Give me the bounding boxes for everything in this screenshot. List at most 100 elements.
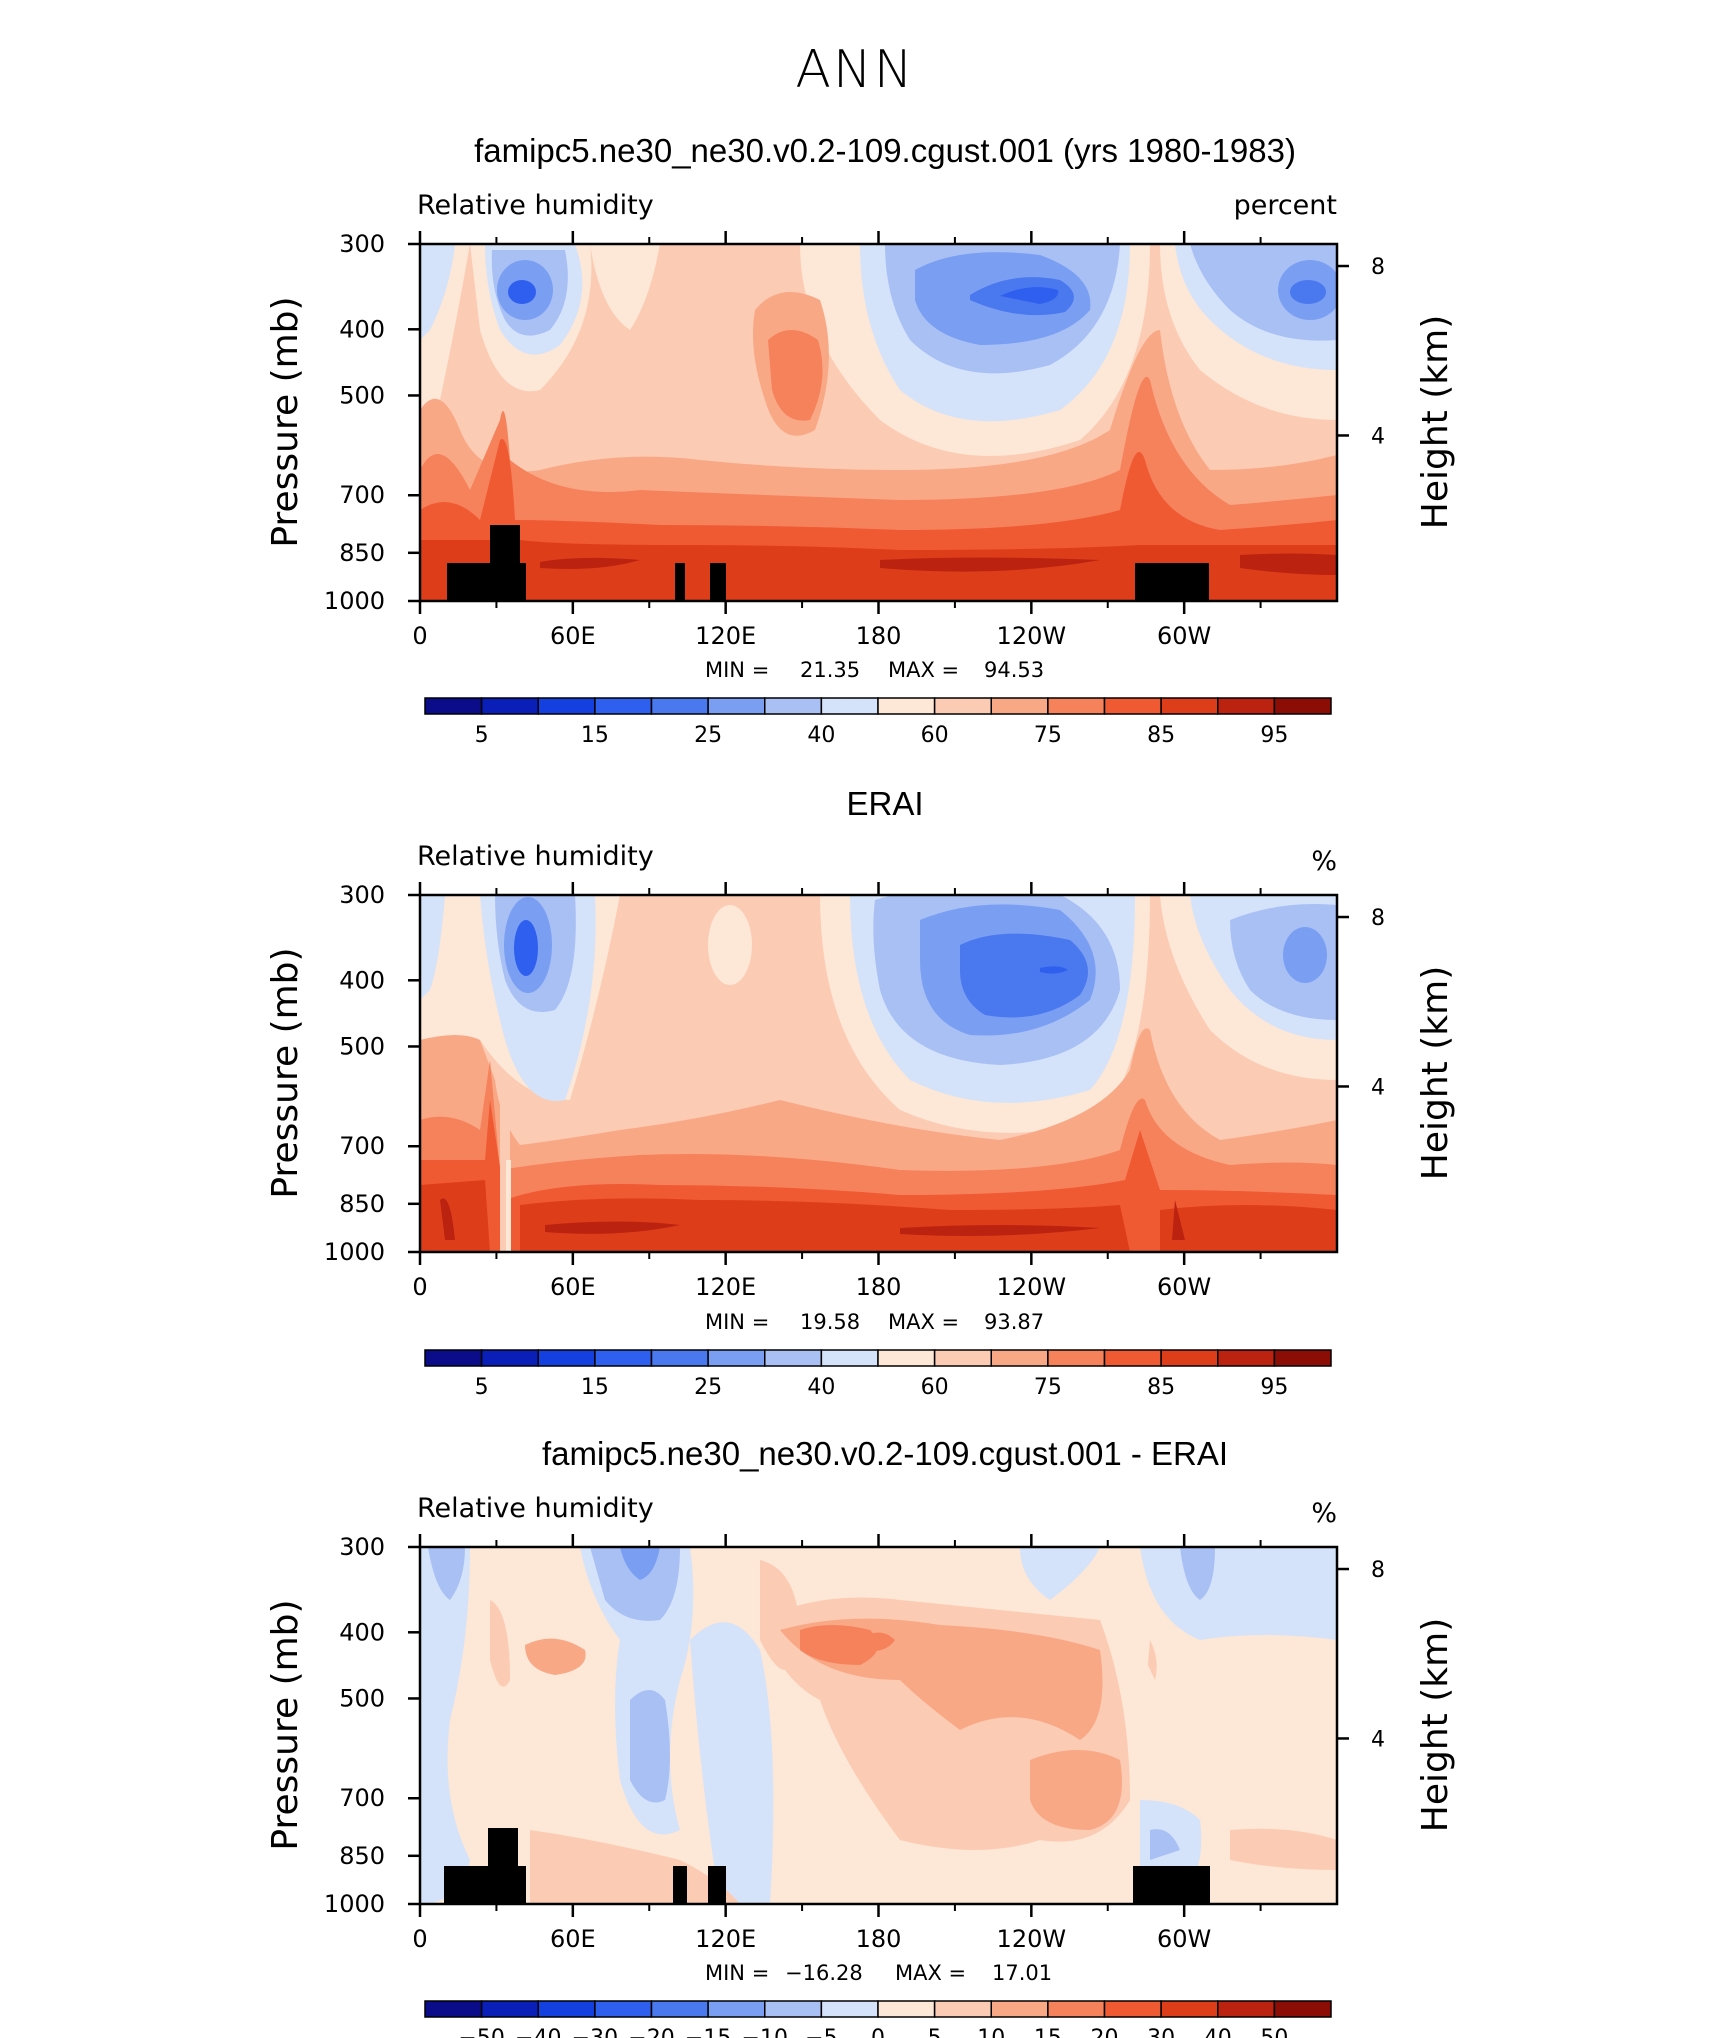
colorbar-box (424, 697, 483, 715)
panel-1-ylabel-right: Height (km) (1415, 315, 1456, 529)
colorbar-box (877, 2000, 936, 2018)
colorbar-box (764, 697, 823, 715)
panel-3-right-string: % (1311, 1498, 1337, 1529)
x-tick-label: 0 (412, 622, 427, 650)
colorbar-label: −5 (805, 2026, 837, 2038)
panel-1-contour (420, 244, 455, 340)
panel-3-contour (1148, 1640, 1157, 1680)
y-tick-label: 300 (339, 881, 385, 909)
colorbar-box (990, 2000, 1049, 2018)
panel-3-max-label: MAX = (895, 1961, 966, 1985)
x-tick-label: 120E (695, 1273, 756, 1301)
panel-1-min-label: MIN = (705, 658, 769, 682)
panel-3-contour (860, 1632, 895, 1652)
colorbar-label: 95 (1260, 723, 1288, 748)
panel-1-contour (590, 244, 660, 330)
y-tick-label: 500 (339, 381, 385, 409)
colorbar-box (480, 1349, 539, 1367)
panel-3-contour (620, 1547, 660, 1580)
colorbar-box (537, 697, 596, 715)
x-tick-label: 120W (997, 622, 1067, 650)
y-tick-label: 700 (339, 1132, 385, 1160)
panel-2-max-label: MAX = (888, 1310, 959, 1334)
colorbar-label: 5 (928, 2026, 942, 2038)
colorbar-box (594, 2000, 653, 2018)
colorbar-box (424, 2000, 483, 2018)
panel-3-contour (428, 1547, 465, 1600)
colorbar-box (933, 697, 992, 715)
y-tick-label: 500 (339, 1684, 385, 1712)
panel-3-contour (1030, 1750, 1122, 1830)
colorbar-label: 25 (694, 1375, 722, 1400)
y-tick-label: 400 (339, 315, 385, 343)
panel-1-min-value: 21.35 (800, 658, 860, 682)
colorbar-box (764, 1349, 823, 1367)
height-tick-label: 8 (1371, 1558, 1385, 1583)
colorbar-label: 60 (921, 1375, 949, 1400)
colorbar-label: −40 (515, 2026, 561, 2038)
colorbar-box (1047, 2000, 1106, 2018)
colorbar-label: 15 (581, 723, 609, 748)
panel-3: Relative humidity % (265, 1493, 1456, 2038)
colorbar-box (1273, 697, 1332, 715)
colorbar-box (1103, 1349, 1162, 1367)
colorbar-label: 60 (921, 723, 949, 748)
panel-1-max-label: MAX = (888, 658, 959, 682)
colorbar-box (877, 1349, 936, 1367)
panel-2-min-value: 19.58 (800, 1310, 860, 1334)
panel-3-contour (490, 1600, 510, 1687)
x-tick-label: 60E (550, 1273, 596, 1301)
x-tick-label: 180 (856, 1925, 902, 1953)
y-tick-label: 700 (339, 1784, 385, 1812)
panel-1-contour (768, 330, 823, 421)
colorbar-box (650, 1349, 709, 1367)
colorbar-box (933, 1349, 992, 1367)
colorbar-label: 40 (807, 1375, 835, 1400)
panel-3-contour (800, 1625, 878, 1665)
panel-2-contour (506, 1160, 511, 1252)
panel-2-contour (420, 895, 445, 1000)
colorbar-box (820, 2000, 879, 2018)
height-tick-label: 4 (1371, 424, 1385, 449)
panel-3-min-label: MIN = (705, 1961, 769, 1985)
x-tick-label: 0 (412, 1925, 427, 1953)
y-tick-label: 1000 (324, 587, 385, 615)
colorbar-box (1047, 1349, 1106, 1367)
panel-1-minmax: MIN = 21.35 MAX = 94.53 (705, 658, 1044, 682)
y-tick-label: 850 (339, 539, 385, 567)
y-tick-label: 300 (339, 1533, 385, 1561)
panel-2-contour (708, 905, 752, 985)
panel-2-contour (440, 1198, 1185, 1240)
x-tick-label: 0 (412, 1273, 427, 1301)
panel-1-contour (508, 280, 536, 304)
panel-3-ylabel-right: Height (km) (1415, 1618, 1456, 1832)
colorbar-box (764, 2000, 823, 2018)
colorbar-label: 25 (694, 723, 722, 748)
panel-2: Relative humidity % (265, 841, 1456, 1400)
colorbar-label: −15 (685, 2026, 731, 2038)
height-tick-label: 8 (1371, 255, 1385, 280)
colorbar-label: 20 (1091, 2026, 1119, 2038)
panel-1-contour (420, 540, 1337, 601)
colorbar-box (594, 1349, 653, 1367)
x-tick-label: 60E (550, 622, 596, 650)
panel-2-left-string: Relative humidity (417, 841, 654, 872)
y-tick-label: 400 (339, 966, 385, 994)
panel-2-title: ERAI (846, 785, 924, 822)
colorbar-label: 40 (1204, 2026, 1232, 2038)
x-tick-label: 120W (997, 1925, 1067, 1953)
colorbar-label: 15 (1034, 2026, 1062, 2038)
colorbar-box (1103, 697, 1162, 715)
x-tick-label: 120E (695, 622, 756, 650)
panel-2-contour (1283, 927, 1327, 983)
panel-3-contour (1180, 1547, 1215, 1600)
panel-1-contour (540, 553, 1337, 575)
colorbar-box (650, 2000, 709, 2018)
colorbar-box (1273, 1349, 1332, 1367)
colorbar-label: 75 (1034, 1375, 1062, 1400)
panel-3-title: famipc5.ne30_ne30.v0.2-109.cgust.001 - E… (541, 1435, 1229, 1472)
colorbar-box (1047, 697, 1106, 715)
colorbar-label: 95 (1260, 1375, 1288, 1400)
panel-1-colorbar: 5 15 25 40 60 75 85 95 (424, 697, 1332, 748)
y-tick-label: 400 (339, 1618, 385, 1646)
